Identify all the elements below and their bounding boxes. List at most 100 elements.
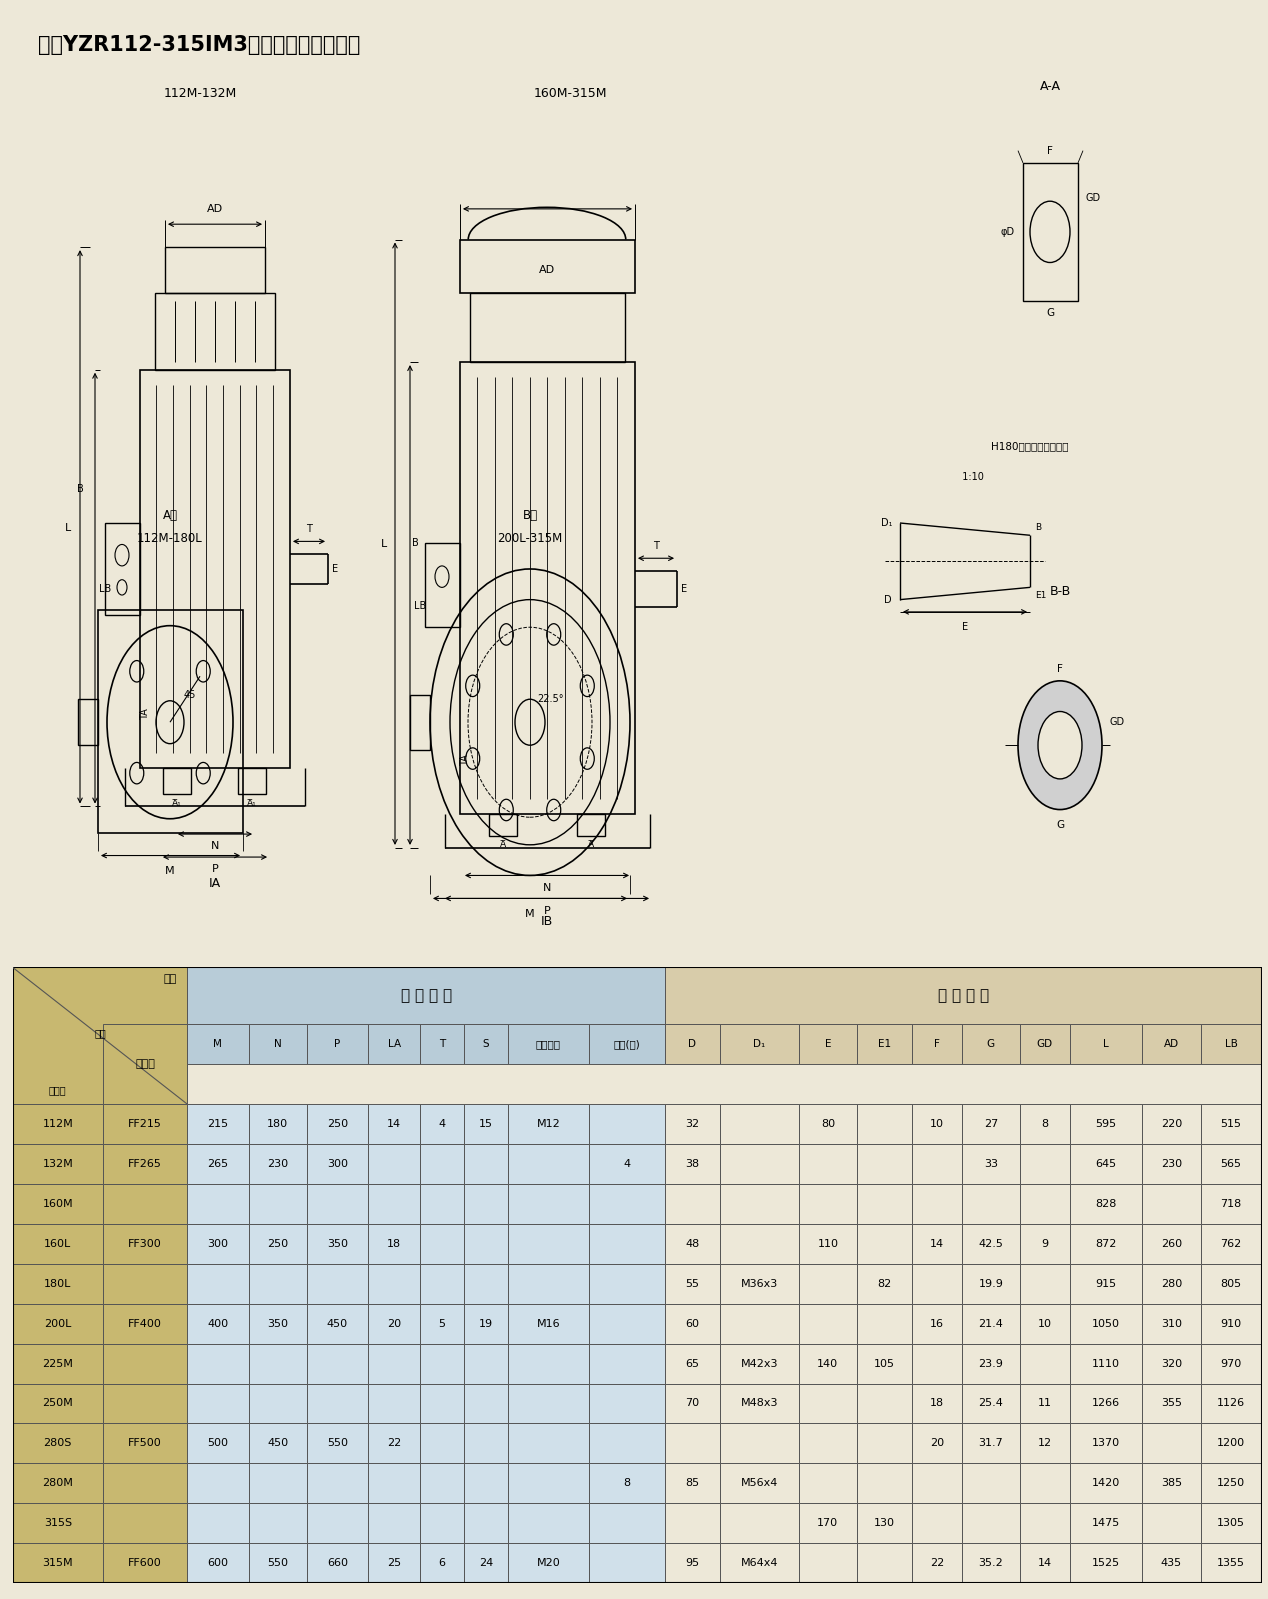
Bar xyxy=(507,1543,590,1583)
Text: IB: IB xyxy=(541,915,553,927)
Bar xyxy=(1019,1145,1069,1183)
Text: 80: 80 xyxy=(820,1119,834,1129)
Bar xyxy=(590,1503,664,1543)
Bar xyxy=(188,1145,249,1183)
Text: A̅₁: A̅₁ xyxy=(247,800,257,807)
Text: 二、YZR112-315IM3安装尺寸与外形尺寸: 二、YZR112-315IM3安装尺寸与外形尺寸 xyxy=(38,35,360,56)
Bar xyxy=(420,1463,464,1503)
Text: 45: 45 xyxy=(184,689,197,700)
Text: M42x3: M42x3 xyxy=(741,1359,779,1369)
Bar xyxy=(368,1183,420,1223)
Text: 外 形 尺 寸: 外 形 尺 寸 xyxy=(937,988,989,1004)
Text: M12: M12 xyxy=(536,1119,560,1129)
Text: 225M: 225M xyxy=(42,1359,74,1369)
Bar xyxy=(307,1463,368,1503)
Text: 6: 6 xyxy=(439,1557,445,1569)
Text: 1370: 1370 xyxy=(1092,1439,1120,1449)
Circle shape xyxy=(1038,712,1082,779)
Bar xyxy=(307,1183,368,1223)
Bar xyxy=(962,1223,1019,1263)
Text: L: L xyxy=(65,523,71,532)
Bar xyxy=(368,1343,420,1383)
Text: B: B xyxy=(1035,523,1041,532)
Text: 22: 22 xyxy=(929,1557,945,1569)
Bar xyxy=(368,1223,420,1263)
Text: 550: 550 xyxy=(327,1439,347,1449)
Text: 435: 435 xyxy=(1160,1557,1182,1569)
Text: F: F xyxy=(935,1039,940,1049)
Text: GD: GD xyxy=(1110,718,1125,728)
Text: 25: 25 xyxy=(387,1557,401,1569)
Bar xyxy=(249,1463,307,1503)
Bar xyxy=(962,1105,1019,1145)
Bar xyxy=(103,1025,188,1105)
Text: 18: 18 xyxy=(929,1399,945,1409)
Bar xyxy=(1019,1423,1069,1463)
Text: GD: GD xyxy=(1037,1039,1052,1049)
Text: 828: 828 xyxy=(1096,1199,1117,1209)
Text: B: B xyxy=(76,484,84,494)
Bar xyxy=(307,1025,368,1065)
Text: 280M: 280M xyxy=(42,1477,74,1489)
Text: 10: 10 xyxy=(1037,1319,1051,1329)
Text: 595: 595 xyxy=(1096,1119,1116,1129)
Text: AD: AD xyxy=(1164,1039,1179,1049)
Text: 230: 230 xyxy=(1160,1159,1182,1169)
Bar xyxy=(1069,1383,1142,1423)
Bar xyxy=(464,1183,507,1223)
Text: D₁: D₁ xyxy=(753,1039,766,1049)
Bar xyxy=(420,1343,464,1383)
Text: 250: 250 xyxy=(268,1239,288,1249)
Text: E: E xyxy=(681,584,687,593)
Text: 机座号: 机座号 xyxy=(49,1086,67,1095)
Bar xyxy=(799,1223,857,1263)
Text: 24: 24 xyxy=(478,1557,493,1569)
Bar xyxy=(188,1303,249,1343)
Text: 9: 9 xyxy=(1041,1239,1049,1249)
Bar xyxy=(720,1183,799,1223)
Bar xyxy=(103,1543,188,1583)
Bar xyxy=(1142,1145,1201,1183)
Bar xyxy=(962,1145,1019,1183)
Bar xyxy=(590,1343,664,1383)
Bar xyxy=(249,1105,307,1145)
Bar xyxy=(1142,1263,1201,1303)
Bar xyxy=(188,1463,249,1503)
Bar xyxy=(720,1105,799,1145)
Text: 孔数(个): 孔数(个) xyxy=(614,1039,640,1049)
Bar xyxy=(368,1145,420,1183)
Bar xyxy=(249,1423,307,1463)
Bar xyxy=(249,1223,307,1263)
Text: D: D xyxy=(689,1039,696,1049)
Text: 1266: 1266 xyxy=(1092,1399,1120,1409)
Bar xyxy=(249,1263,307,1303)
Bar xyxy=(912,1543,962,1583)
Text: 250M: 250M xyxy=(42,1399,74,1409)
Bar xyxy=(664,1463,720,1503)
Text: TA: TA xyxy=(460,755,470,766)
Text: 180: 180 xyxy=(268,1119,288,1129)
Text: E1: E1 xyxy=(877,1039,891,1049)
Bar xyxy=(1142,1383,1201,1423)
Text: B: B xyxy=(412,537,418,548)
Bar xyxy=(1019,1025,1069,1065)
Bar xyxy=(962,1503,1019,1543)
Bar xyxy=(720,1303,799,1343)
Text: GD: GD xyxy=(1085,193,1101,203)
Bar xyxy=(912,1263,962,1303)
Bar xyxy=(912,1503,962,1543)
Text: 112M-132M: 112M-132M xyxy=(164,88,237,101)
Bar xyxy=(664,1503,720,1543)
Bar xyxy=(1201,1503,1262,1543)
Text: 项目: 项目 xyxy=(164,974,176,983)
Bar xyxy=(1201,1183,1262,1223)
Text: 310: 310 xyxy=(1161,1319,1182,1329)
Bar xyxy=(664,1145,720,1183)
Bar xyxy=(1019,1343,1069,1383)
Bar xyxy=(307,1543,368,1583)
Bar xyxy=(799,1423,857,1463)
Bar xyxy=(1069,1145,1142,1183)
Text: 385: 385 xyxy=(1160,1477,1182,1489)
Text: A̅: A̅ xyxy=(500,841,506,849)
Bar xyxy=(962,1303,1019,1343)
